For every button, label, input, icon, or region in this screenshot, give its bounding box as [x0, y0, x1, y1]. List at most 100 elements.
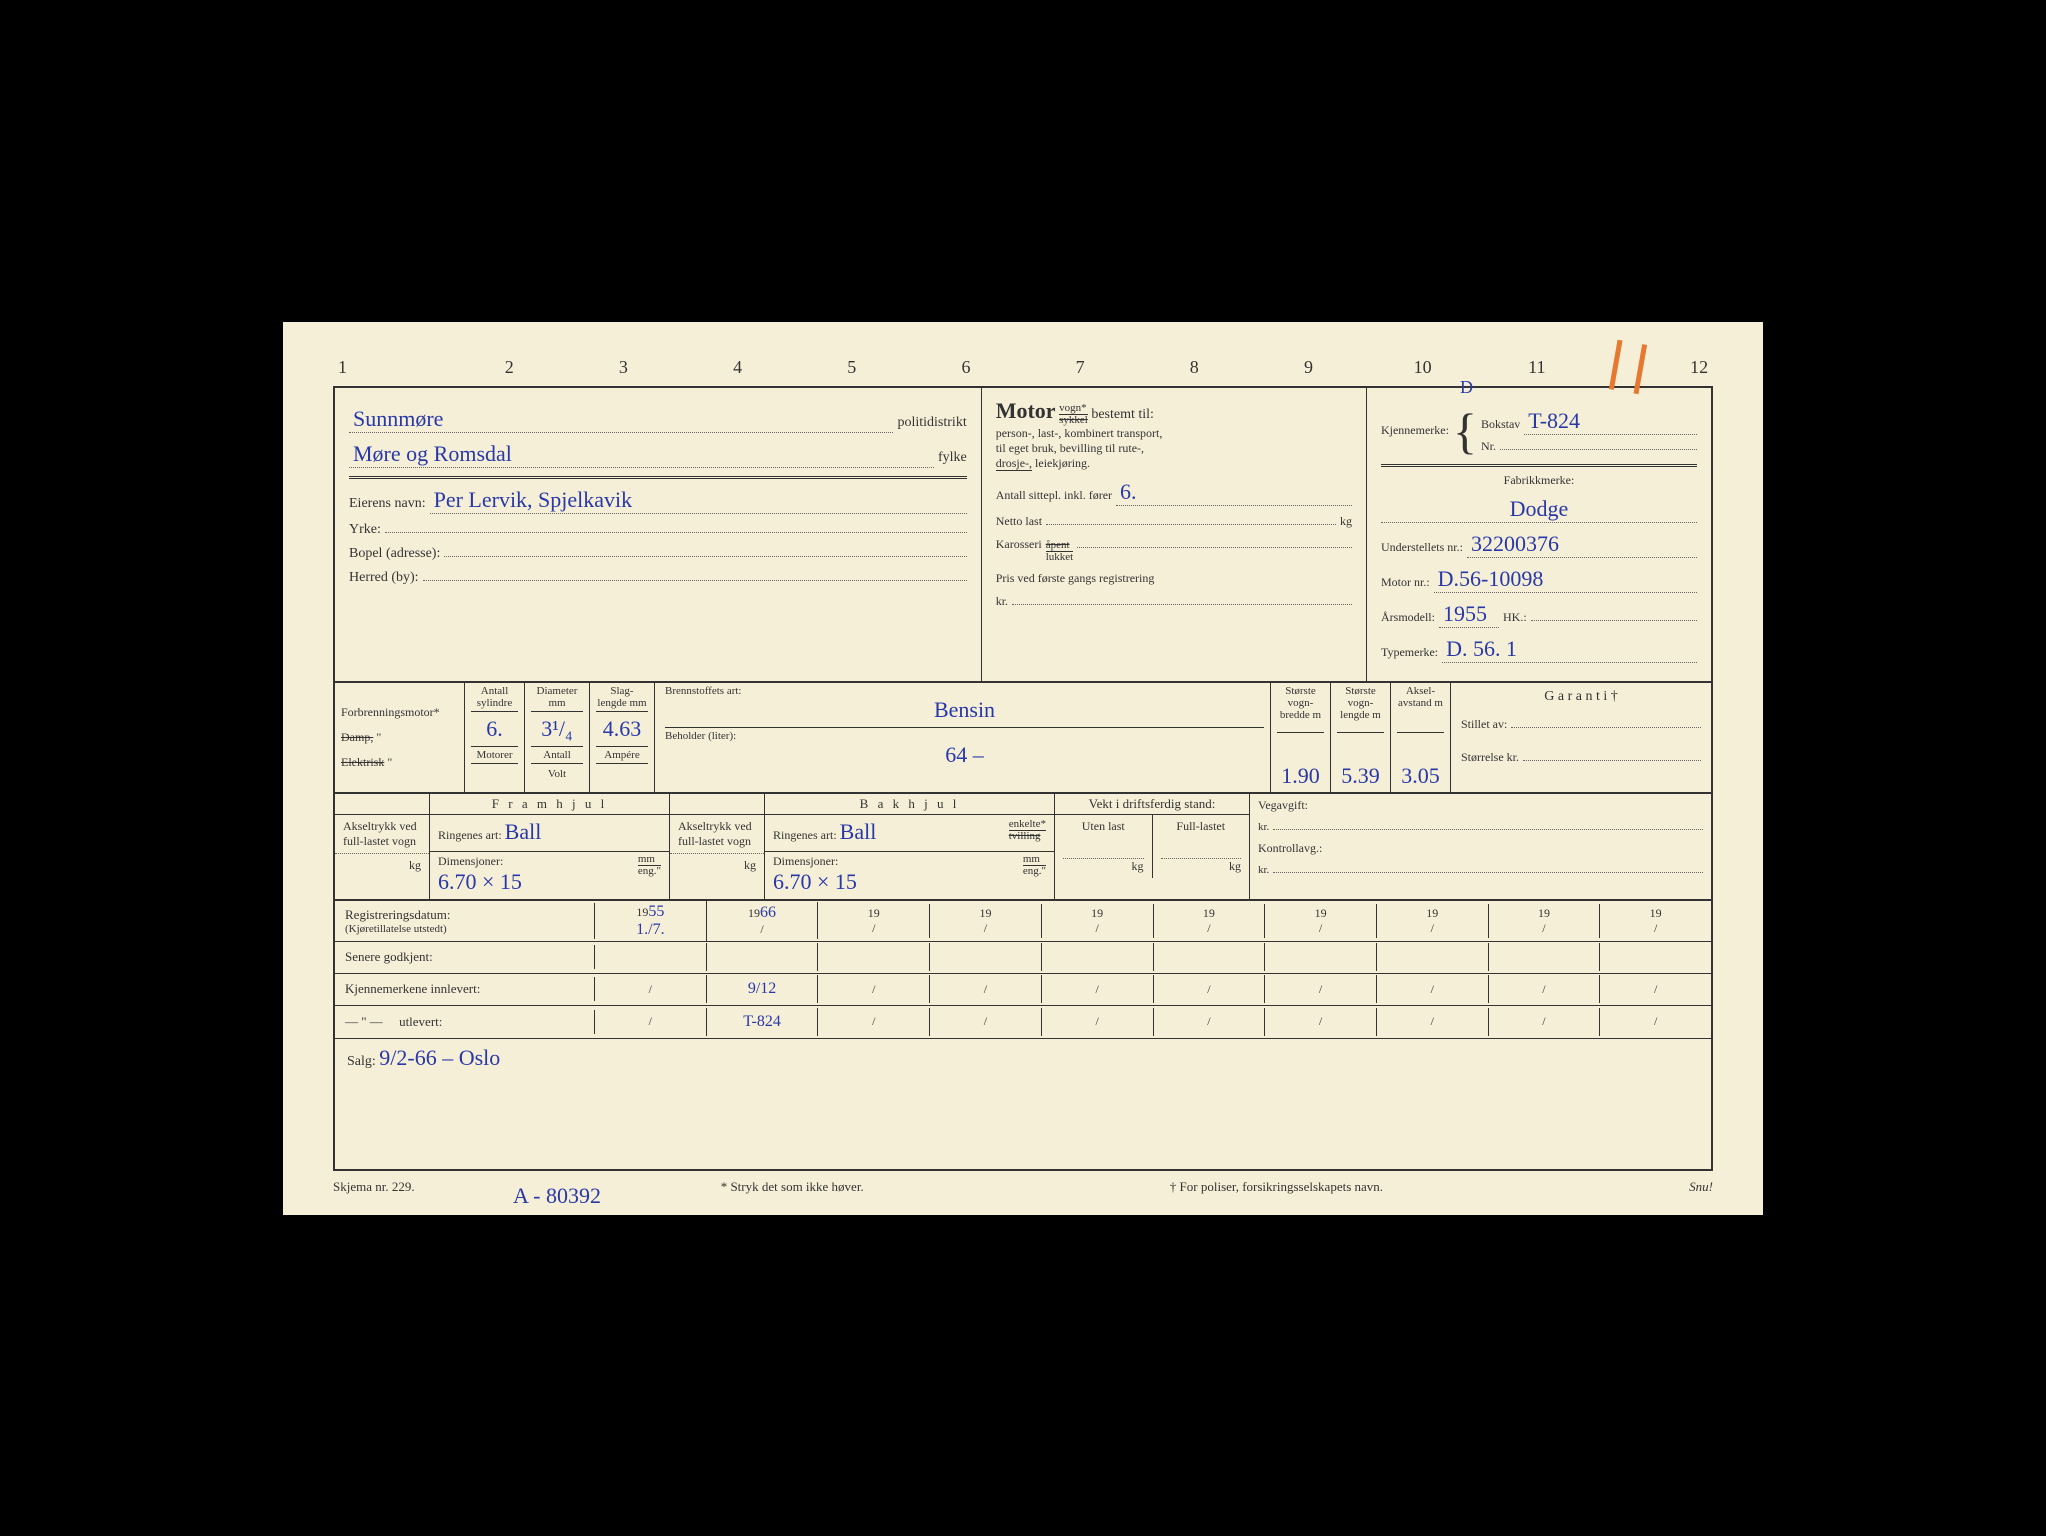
- damp-label: Damp,: [341, 730, 373, 744]
- engine-specs-row: Forbrenningsmotor* Damp, " Elektrisk " A…: [335, 683, 1711, 794]
- storrelse-label: Størrelse kr.: [1461, 750, 1519, 765]
- garanti-hdr: G a r a n t i †: [1461, 689, 1701, 705]
- senere-label: Senere godkjent:: [335, 945, 595, 969]
- archive-number: A - 80392: [513, 1183, 601, 1209]
- diameter-hdr: Diameter mm: [531, 685, 583, 712]
- top-section: Sunnmøre politidistrikt Møre og Romsdal …: [335, 388, 1711, 683]
- diameter-val: 3¹/₄: [531, 716, 583, 742]
- herred-value: [423, 580, 967, 581]
- stryk-note: * Stryk det som ikke høver.: [721, 1179, 864, 1195]
- politidistrikt-label: politidistrikt: [897, 415, 966, 431]
- vogn-label: vogn*: [1059, 403, 1088, 415]
- snu-note: Snu!: [1689, 1179, 1713, 1195]
- fabrikk-label: Fabrikkmerke:: [1381, 473, 1697, 488]
- yrke-label: Yrke:: [349, 522, 381, 538]
- bopel-value: [444, 556, 966, 557]
- d-annotation: D: [1460, 377, 1473, 398]
- arsmodell-value: 1955: [1439, 601, 1499, 628]
- slaglengde-val: 4.63: [596, 716, 648, 742]
- eng-f: eng.": [638, 866, 661, 877]
- motor-nr-value: D.56-10098: [1434, 566, 1697, 593]
- dim-b-val: 6.70 × 15: [773, 869, 857, 894]
- kjenne-label: Kjennemerke:: [1381, 423, 1449, 438]
- desc2: til eget bruk, bevilling til rute-,: [996, 441, 1352, 456]
- ruler-3: 3: [566, 357, 680, 378]
- netto-unit: kg: [1340, 514, 1352, 529]
- ringenes-b-val: Ball: [840, 819, 877, 844]
- karosseri-label: Karosseri: [996, 537, 1042, 552]
- salg-value: 9/2-66 – Oslo: [379, 1045, 500, 1070]
- ringenes-f-label: Ringenes art:: [438, 828, 502, 842]
- ringenes-b-label: Ringenes art:: [773, 828, 837, 842]
- yrke-value: [385, 532, 967, 533]
- ruler-numbers: 1 2 3 4 5 6 7 8 9 10 11 12: [333, 357, 1713, 378]
- brennstoff-hdr: Brennstoffets art:: [665, 685, 1264, 697]
- fabrikk-value: Dodge: [1381, 496, 1697, 523]
- ruler-4: 4: [681, 357, 795, 378]
- eier-value: Per Lervik, Spjelkavik: [430, 487, 967, 514]
- hk-label: HK.:: [1503, 610, 1527, 625]
- lengde-hdr: Største vogn-lengde m: [1337, 685, 1384, 733]
- brennstoff-val: Bensin: [665, 697, 1264, 723]
- lukket-label: lukket: [1046, 552, 1074, 563]
- uten-last-label: Uten last: [1063, 819, 1144, 834]
- beholder-hdr: Beholder (liter):: [665, 727, 1264, 742]
- reg-sub: (Kjøretillatelse utstedt): [345, 923, 584, 935]
- nr-label: Nr.: [1481, 439, 1496, 454]
- typemerke-value: D. 56. 1: [1442, 636, 1697, 663]
- ruler-8: 8: [1137, 357, 1251, 378]
- apent-label: åpent: [1046, 540, 1074, 552]
- utlevert-row: — " — utlevert: / T-824 ////////: [335, 1006, 1711, 1038]
- vekt-hdr: Vekt i driftsferdig stand:: [1055, 794, 1249, 815]
- bokstav-value: T-824: [1524, 408, 1697, 435]
- arsmodell-label: Årsmodell:: [1381, 610, 1435, 625]
- volt-hdr: Volt: [531, 768, 583, 780]
- registration-card: D 1 2 3 4 5 6 7 8 9 10 11 12 Sunnmøre po…: [283, 322, 1763, 1215]
- engine-type-labels: Forbrenningsmotor* Damp, " Elektrisk ": [335, 683, 465, 792]
- motor-header: Motor: [996, 398, 1056, 423]
- netto-label: Netto last: [996, 514, 1042, 529]
- ruler-9: 9: [1251, 357, 1365, 378]
- kontroll-label: Kontrollavg.:: [1258, 841, 1703, 856]
- ruler-7: 7: [1023, 357, 1137, 378]
- ruler-11: 11: [1480, 357, 1594, 378]
- ampere-hdr: Ampére: [596, 746, 648, 764]
- desc1: person-, last-, kombinert transport,: [996, 426, 1352, 441]
- fylke-value: Møre og Romsdal: [349, 441, 934, 468]
- full-lastet-label: Full-lastet: [1161, 819, 1242, 834]
- utlevert-quote: — " —: [345, 1014, 383, 1029]
- salg-label: Salg:: [347, 1054, 376, 1069]
- understell-label: Understellets nr.:: [1381, 540, 1463, 555]
- utlevert-label: utlevert:: [399, 1014, 442, 1029]
- akseltrykk-b-label: Akseltrykk ved full-lastet vogn: [670, 815, 764, 853]
- bredde-hdr: Største vogn-bredde m: [1277, 685, 1324, 733]
- sykkel-label: sykkel: [1059, 415, 1088, 426]
- kg-b: kg: [670, 853, 764, 877]
- salg-row: Salg: 9/2-66 – Oslo: [335, 1039, 1711, 1169]
- utlevert-val: T-824: [707, 1008, 819, 1036]
- politidistrikt-value: Sunnmøre: [349, 406, 893, 433]
- stillet-label: Stillet av:: [1461, 717, 1507, 732]
- understell-value: 32200376: [1467, 531, 1697, 558]
- eng-b: eng.": [1023, 866, 1046, 877]
- dim-b-label: Dimensjoner:: [773, 854, 838, 868]
- kr-label: kr.: [996, 594, 1008, 609]
- ruler-2: 2: [452, 357, 566, 378]
- ringenes-f-val: Ball: [505, 819, 542, 844]
- reg-label: Registreringsdatum:: [345, 907, 584, 923]
- bakhjul-hdr: B a k h j u l: [765, 794, 1054, 815]
- owner-district-panel: Sunnmøre politidistrikt Møre og Romsdal …: [335, 388, 982, 681]
- skjema-nr: Skjema nr. 229.: [333, 1179, 415, 1195]
- poliser-note: † For poliser, forsikringsselskapets nav…: [1170, 1179, 1383, 1195]
- fylke-label: fylke: [938, 450, 967, 466]
- sittepl-label: Antall sittepl. inkl. fører: [996, 488, 1112, 503]
- motorer-hdr: Motorer: [471, 746, 518, 764]
- aksel-val: 3.05: [1397, 763, 1444, 789]
- antall-syl-hdr: Antall sylindre: [471, 685, 518, 712]
- forbrenning-label: Forbrenningsmotor*: [341, 705, 458, 720]
- enkelte-label: enkelte*: [1009, 819, 1046, 831]
- antall-syl-val: 6.: [471, 716, 518, 742]
- innlevert-row: Kjennemerkene innlevert: / 9/12 ////////: [335, 974, 1711, 1006]
- bopel-label: Bopel (adresse):: [349, 546, 440, 562]
- innlevert-val: 9/12: [707, 975, 819, 1003]
